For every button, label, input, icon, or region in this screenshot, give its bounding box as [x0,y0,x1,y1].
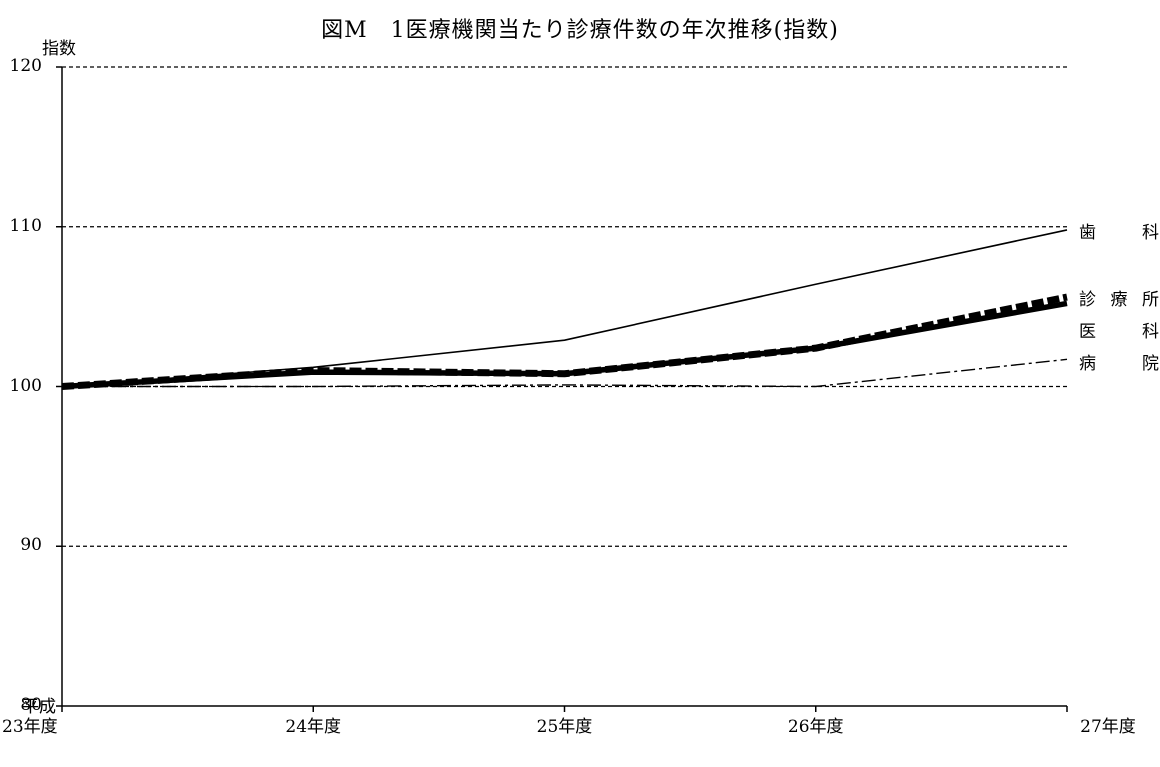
series-label-char: 院 [1142,354,1159,375]
series-label-char: 医 [1079,322,1096,343]
chart-title: 図M 1医療機関当たり診療件数の年次推移(指数) [321,18,839,43]
series-label-char: 療 [1110,290,1128,311]
series-label-char: 診 [1079,290,1096,311]
y-tick-label: 120 [9,56,42,76]
x-tick-label: 27年度 [1080,717,1136,737]
series-line-医科 [61,300,1068,390]
x-tick-year: 23年度 [2,717,58,737]
x-tick-label: 25年度 [536,717,593,737]
series-line-病院 [62,358,1068,388]
series-lines [61,229,1068,390]
axes [56,66,1068,712]
series-line-歯科 [61,229,1068,388]
series-label-char: 科 [1142,222,1159,243]
series-label-char: 病 [1079,354,1096,375]
gridlines [62,66,1067,547]
series-label-char: 科 [1142,322,1159,343]
y-tick-label: 110 [9,215,42,236]
y-tick-label: 100 [9,375,42,396]
x-tick-prefix: 平成 [22,697,56,717]
y-tick-label: 80 [20,695,42,715]
series-label: 医科 [1079,317,1159,342]
y-axis-label: 指数 [42,39,76,59]
series-label-char: 歯 [1079,222,1096,243]
x-tick-label: 26年度 [787,717,844,737]
x-tick-label: 24年度 [285,717,342,737]
y-tick-label: 90 [20,535,42,556]
series-label: 病院 [1079,349,1159,374]
series-label: 診療所 [1079,285,1159,310]
series-label: 歯科 [1079,218,1159,243]
x-tick-label: 平成 23年度 [2,697,122,737]
series-label-char: 所 [1142,290,1159,311]
